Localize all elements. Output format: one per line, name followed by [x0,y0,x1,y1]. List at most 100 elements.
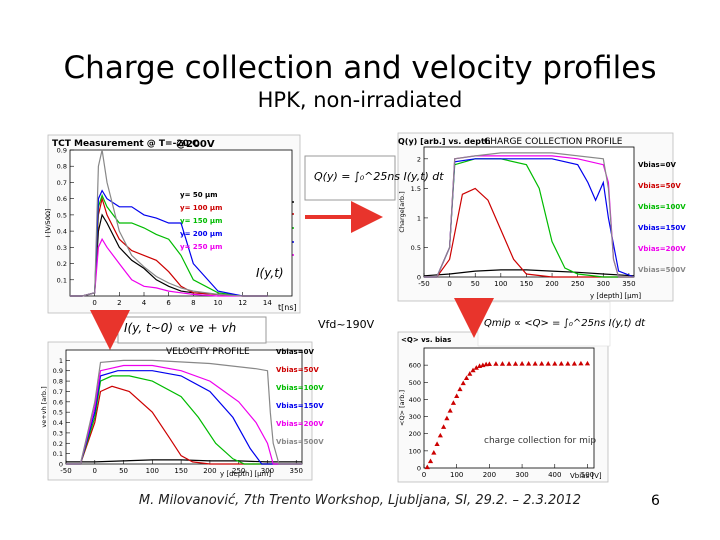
vfd-label: Vfd~190V [318,318,375,331]
tct-xtick-label: 4 [142,299,147,307]
ccp-xtick-label: 300 [597,280,610,288]
vel-formula-box [117,316,267,344]
tct-legend-entry: y= 200 μm [180,230,222,238]
ccp-ytick-label: 0 [417,274,421,282]
tct-xtick-label: 12 [238,299,247,307]
mip-data-point [431,449,437,455]
vel-xtick-label: 250 [232,467,245,475]
ccp-ytick-label: 1.5 [411,185,421,193]
tct-formula-box [304,155,396,201]
mip-xtick-label: 400 [548,471,561,479]
mip-data-point [499,361,506,366]
mip-ytick-label: 600 [409,362,421,370]
mip-data-point [434,441,440,446]
vel-title: VELOCITY PROFILE [166,347,250,357]
vel-ytick-label: 0.2 [53,440,63,448]
tct-ytick-label: 0.3 [57,244,67,252]
vel-ytick-label: 0.6 [53,398,63,406]
mip-ytick-label: 400 [409,396,421,404]
ccp-legend-entry: Vbias=100V [638,203,686,211]
vel-xlabel: y [depth] [μm] [220,470,272,478]
vel-legend-entry: Vbias=50V [276,366,319,374]
ccp-ylabel: Charge[arb.] [398,191,406,232]
tct-ytick-label: 0.4 [57,228,67,236]
mip-formula: Qmip ∝ <Q> = ∫₀^25ns I(y,t) dt [484,318,646,329]
vel-ytick-label: 0.3 [53,429,63,437]
ccp-legend-entry: Vbias=500V [638,266,686,274]
ccp-legend-entry: Vbias=150V [638,224,686,232]
mip-ytick-label: 100 [409,447,421,455]
tct-legend-entry: y= 150 μm [180,217,222,225]
tct-formula: Q(y) = ∫₀^25ns I(y,t) dt [314,170,444,183]
mip-data-point [447,407,453,413]
mip-data-point [584,360,591,366]
ccp-ytick-label: 0.5 [411,244,421,252]
mip-xtick-label: 200 [483,471,496,479]
ccp-legend-entry: Vbias=50V [638,182,681,190]
footer-citation: M. Milovanović, 7th Trento Workshop, Lju… [138,493,582,508]
vel-legend-entry: Vbias=150V [276,402,324,410]
tct-ytick-label: 0.2 [57,260,67,268]
mip-data-point [532,361,538,366]
tct-xtick-label: 8 [191,299,195,307]
mip-data-point [578,360,584,366]
vel-xtick-label: 300 [261,467,274,475]
tct-ytick-label: 0.9 [57,147,67,155]
tct-ytick-label: 0.8 [57,163,67,171]
mip-title: <Q> vs. bias [401,336,452,344]
vel-legend-entry: Vbias=100V [276,384,324,392]
ccp-xtick-label: 0 [447,280,451,288]
ccp-ytick-label: 1 [417,214,421,222]
mip-data-point [457,386,463,392]
ccp-series-line [423,269,635,277]
mip-data-point [444,415,450,421]
vel-ytick-label: 0.4 [53,419,63,427]
tct-annotation: @200V [176,139,215,150]
mip-annotation: charge collection for mip [484,436,597,446]
mip-data-point [437,432,443,438]
mip-data-point [463,375,470,380]
slide-subtitle: HPK, non-irradiated [257,88,463,112]
mip-data-point [526,361,532,366]
vel-ytick-label: 0.1 [53,450,63,458]
vel-ytick-label: 0.8 [53,378,63,386]
mip-data-point [506,361,512,366]
tct-series-line [70,149,268,297]
mip-data-point [424,464,430,470]
vel-xtick-label: 150 [174,467,187,475]
mip-xtick-label: 500 [581,471,594,479]
ccp-xlabel: y [depth] [μm] [590,292,642,300]
mip-data-point [539,361,545,366]
tct-ytick-label: 0.5 [57,211,67,219]
tct-xtick-label: 14 [263,299,272,307]
mip-xtick-label: 0 [422,471,426,479]
ccp-xtick-label: 200 [545,280,558,288]
mip-data-point [552,361,558,366]
ccp-xtick-label: 150 [520,280,533,288]
mip-data-point [467,371,473,376]
tct-xtick-label: 6 [166,299,171,307]
tct-ytick-label: 0.7 [57,179,67,187]
mip-data-point [558,361,564,366]
mip-xtick-label: 300 [515,471,528,479]
vel-series-line [66,370,302,465]
mip-data-point [441,424,447,429]
ccp-xtick-label: 50 [471,280,480,288]
mip-data-point [486,361,492,366]
ccp-xtick-label: 100 [494,280,507,288]
vel-formula: I(y, t~0) ∝ ve + vh [124,321,237,335]
mip-data-point [454,393,460,398]
ccp-xtick-label: -50 [418,280,429,288]
mip-xtick-label: 100 [450,471,463,479]
vel-plot-area [65,349,303,465]
vel-series-line [66,375,302,465]
vel-ytick-label: 0.9 [53,367,63,375]
mip-ytick-label: 0 [417,465,421,473]
ccp-title: Q(y) [arb.] vs. depth [398,137,491,146]
vel-xtick-label: 50 [119,467,128,475]
vel-legend-entry: Vbias=200V [276,420,324,428]
vel-xtick-label: 100 [146,467,159,475]
mip-plot-area [423,347,595,469]
mip-data-point [519,361,525,366]
